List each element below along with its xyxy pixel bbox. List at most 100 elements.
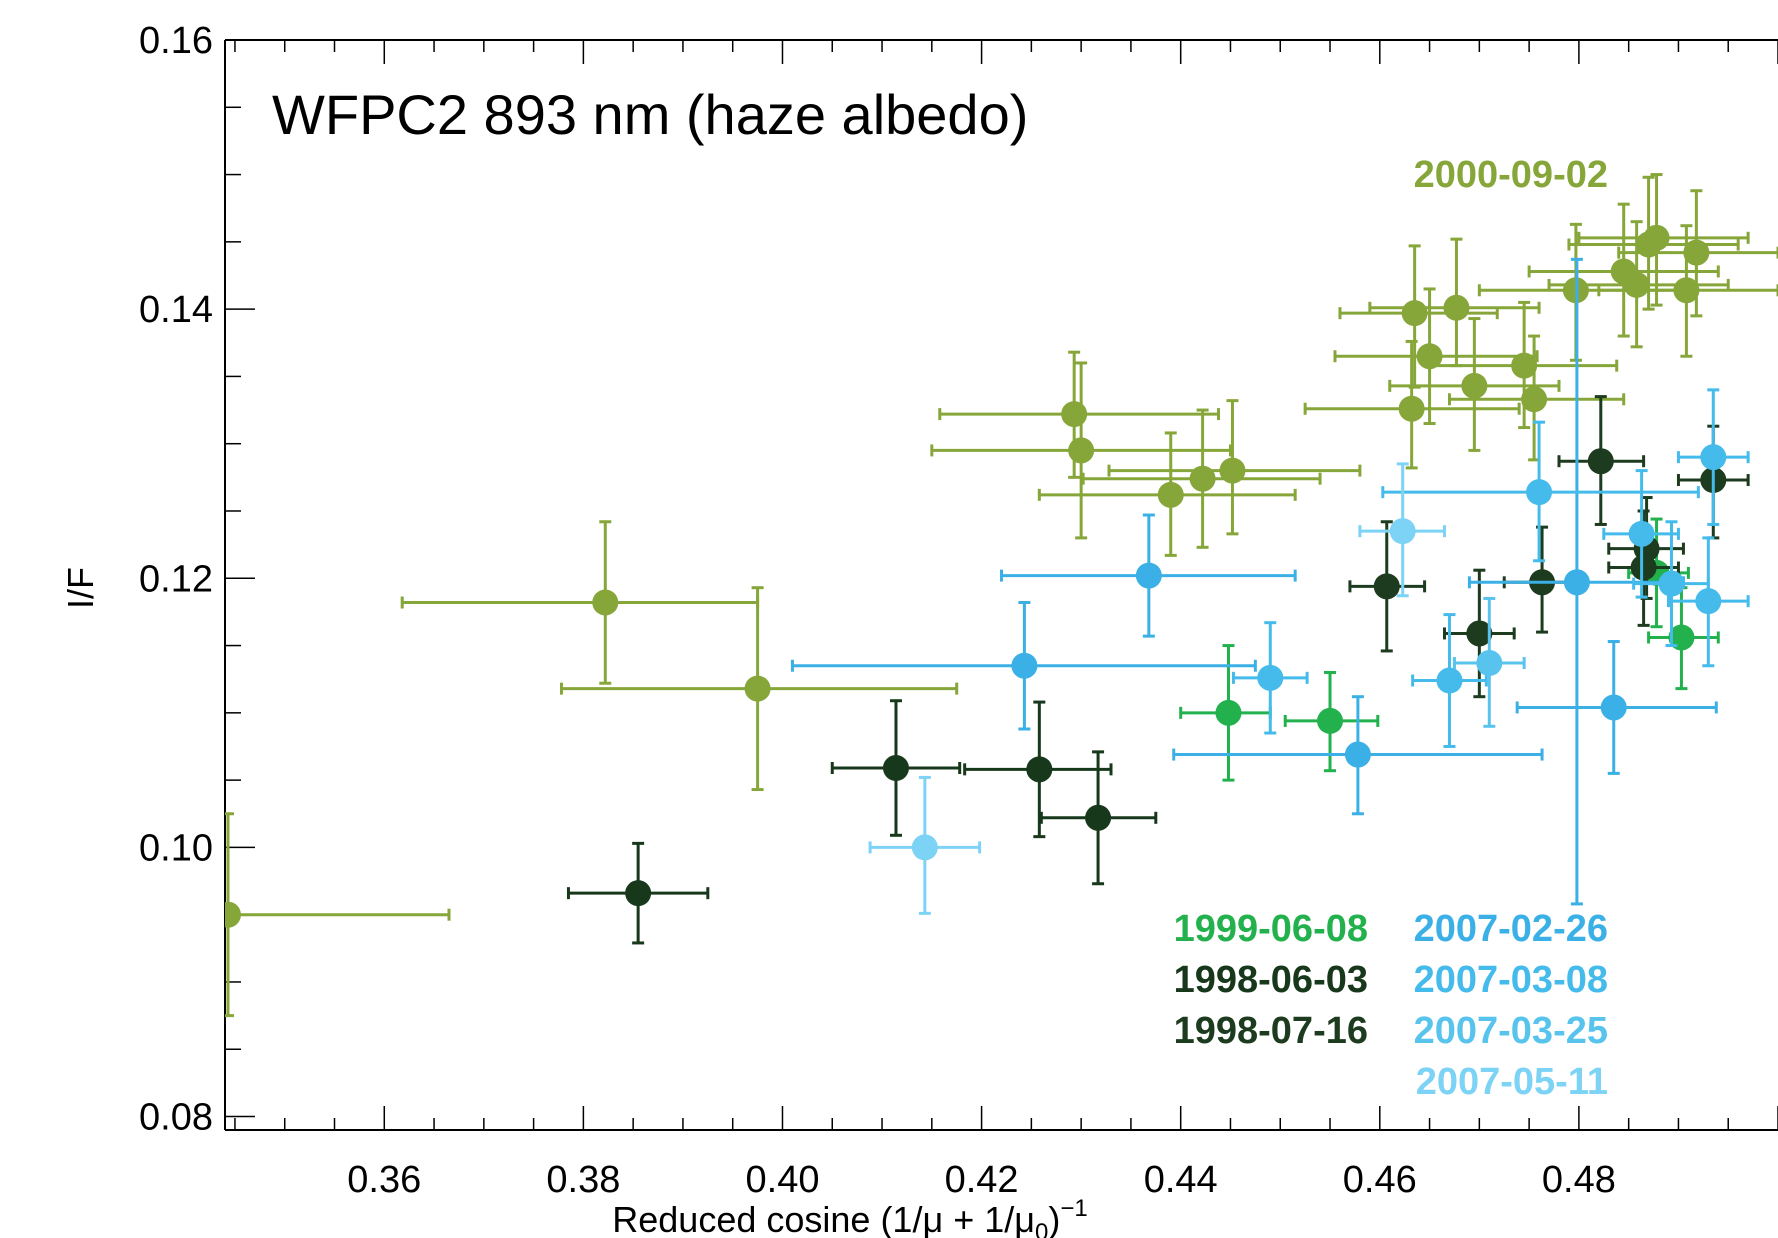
point-marker: [1085, 804, 1112, 831]
point-marker: [1476, 650, 1503, 677]
x-tick-label: 0.44: [1144, 1159, 1218, 1201]
data-point: [790, 600, 1257, 731]
point-marker: [1157, 481, 1184, 508]
data-point: [1039, 750, 1158, 886]
data-point: [1602, 469, 1680, 599]
y-tick-label: 0.12: [139, 558, 213, 600]
data-point: [1179, 644, 1272, 782]
data-point: [1632, 520, 1710, 648]
point-marker: [1600, 694, 1627, 721]
point-marker: [1068, 437, 1095, 464]
point-marker: [1623, 271, 1650, 298]
x-axis-title: Reduced cosine (1/μ + 1/μ0)−1: [612, 1195, 1087, 1238]
y-tick-label: 0.08: [139, 1097, 213, 1139]
series-2007-02-26: [790, 257, 1718, 906]
data-point: [225, 812, 451, 1018]
series-1998-07-16: [1348, 395, 1750, 699]
point-marker: [1466, 620, 1493, 647]
series-1998-06-03: [566, 699, 1158, 945]
point-marker: [1461, 372, 1488, 399]
axes: 0.36 0.38 0.40 0.42 0.44 0.46 0.48 0.08 0.10 0.12…: [139, 20, 1778, 1201]
point-marker: [1344, 741, 1371, 768]
point-marker: [1401, 300, 1428, 327]
y-tick-label: 0.16: [139, 20, 213, 62]
x-tick-label: 0.42: [945, 1159, 1019, 1201]
legend-label: 2007-05-11: [1416, 1061, 1608, 1103]
point-marker: [1436, 667, 1463, 694]
point-marker: [1643, 224, 1670, 251]
point-marker: [1389, 518, 1416, 545]
legend-label: 2007-02-26: [1414, 908, 1608, 950]
data-point: [1107, 399, 1362, 536]
data-point: [1515, 640, 1718, 775]
data-point: [1037, 431, 1297, 557]
point-marker: [1317, 707, 1344, 734]
legend: 2000-09-02 1999-06-08 1998-06-03 1998-07-16…: [1174, 154, 1608, 1103]
data-point: [1333, 287, 1539, 426]
data-point: [1348, 520, 1427, 653]
data-point: [930, 361, 1232, 540]
data-point: [1443, 568, 1516, 699]
x-axis-title-sup: −1: [1060, 1195, 1087, 1222]
point-marker: [1416, 343, 1443, 370]
chart-title: WFPC2 893 nm (haze albedo): [272, 83, 1028, 146]
data-point: [566, 841, 710, 945]
point-marker: [1673, 277, 1700, 304]
y-axis-title: I/F: [60, 567, 101, 609]
data-point: [1557, 395, 1646, 526]
data-point: [559, 586, 959, 792]
legend-label: 2007-03-08: [1414, 959, 1608, 1001]
point-marker: [1189, 465, 1216, 492]
legend-label: 1998-06-03: [1174, 959, 1368, 1001]
x-axis-title-main: Reduced cosine (1/μ + 1/μ: [612, 1199, 1035, 1238]
data-point: [1428, 300, 1619, 430]
data-point: [1666, 536, 1750, 668]
point-marker: [1695, 588, 1722, 615]
legend-label-2000-09-02: 2000-09-02: [1414, 154, 1608, 196]
data-point: [1000, 513, 1297, 638]
series-2007-05-11: [868, 462, 1447, 915]
point-marker: [1658, 570, 1685, 597]
data-point: [1411, 613, 1488, 748]
x-tick-label: 0.36: [347, 1159, 421, 1201]
point-marker: [744, 675, 771, 702]
data-point: [1617, 189, 1778, 318]
data-point: [1452, 596, 1526, 728]
data-point: [1527, 202, 1720, 338]
data-point: [1388, 317, 1561, 452]
data-point: [400, 520, 760, 685]
x-axis-title-close: ): [1048, 1199, 1060, 1238]
x-tick-label: 0.48: [1542, 1159, 1616, 1201]
data-point: [1577, 173, 1750, 307]
legend-label: 1998-07-16: [1174, 1010, 1368, 1052]
point-marker: [592, 589, 619, 616]
point-marker: [1373, 573, 1400, 600]
series-2007-03-08: [1231, 388, 1750, 748]
point-marker: [1026, 756, 1053, 783]
data-point: [1172, 695, 1544, 816]
point-marker: [1257, 664, 1284, 691]
data-point: [1447, 334, 1626, 462]
point-marker: [1526, 479, 1553, 506]
data-point: [1381, 420, 1700, 563]
data-point: [1231, 621, 1309, 735]
point-marker: [1061, 401, 1088, 428]
data-points-layer: [225, 173, 1778, 1018]
point-marker: [882, 755, 909, 782]
data-point: [1081, 408, 1322, 549]
series-2000-09-02: [225, 173, 1778, 1018]
data-point: [1303, 339, 1521, 470]
point-marker: [1630, 554, 1657, 581]
data-point: [830, 699, 962, 837]
point-marker: [1563, 569, 1590, 596]
point-marker: [625, 880, 652, 907]
point-marker: [1511, 352, 1538, 379]
point-marker: [1219, 457, 1246, 484]
series-2007-03-25: [1452, 596, 1526, 728]
point-marker: [1683, 239, 1710, 266]
x-axis-title-sub: 0: [1035, 1219, 1048, 1238]
point-marker: [1700, 444, 1727, 471]
y-tick-label: 0.14: [139, 289, 213, 331]
